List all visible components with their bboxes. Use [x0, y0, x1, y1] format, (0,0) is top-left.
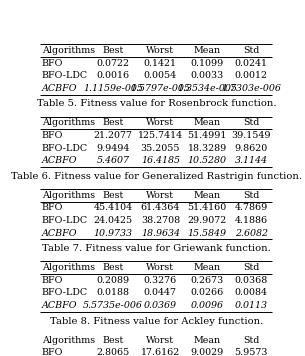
Text: 0.0369: 0.0369 — [144, 301, 177, 310]
Text: 0.0722: 0.0722 — [96, 58, 129, 68]
Text: Best: Best — [102, 118, 124, 127]
Text: Best: Best — [102, 336, 124, 345]
Text: Mean: Mean — [194, 118, 221, 127]
Text: 29.9072: 29.9072 — [188, 216, 227, 225]
Text: Table 7. Fitness value for Griewank function.: Table 7. Fitness value for Griewank func… — [42, 244, 271, 253]
Text: 1.7303e-006: 1.7303e-006 — [221, 84, 281, 93]
Text: Worst: Worst — [146, 46, 174, 55]
Text: 0.0012: 0.0012 — [235, 71, 268, 80]
Text: ACBFO: ACBFO — [42, 301, 77, 310]
Text: 0.0033: 0.0033 — [191, 71, 224, 80]
Text: BFO: BFO — [42, 276, 63, 285]
Text: ACBFO: ACBFO — [42, 229, 77, 237]
Text: BFO-LDC: BFO-LDC — [42, 288, 88, 297]
Text: 17.6162: 17.6162 — [141, 348, 180, 356]
Text: 4.1886: 4.1886 — [235, 216, 268, 225]
Text: 10.5280: 10.5280 — [188, 156, 227, 165]
Text: BFO: BFO — [42, 131, 63, 140]
Text: 0.0054: 0.0054 — [144, 71, 177, 80]
Text: 0.0447: 0.0447 — [144, 288, 177, 297]
Text: Worst: Worst — [146, 118, 174, 127]
Text: Algorithms: Algorithms — [42, 336, 95, 345]
Text: 2.6082: 2.6082 — [235, 229, 268, 237]
Text: 51.4991: 51.4991 — [188, 131, 227, 140]
Text: 5.4607: 5.4607 — [96, 156, 129, 165]
Text: ACBFO: ACBFO — [42, 84, 77, 93]
Text: 18.3289: 18.3289 — [188, 143, 227, 152]
Text: Algorithms: Algorithms — [42, 118, 95, 127]
Text: 3.1144: 3.1144 — [235, 156, 268, 165]
Text: Mean: Mean — [194, 263, 221, 272]
Text: 0.0266: 0.0266 — [191, 288, 224, 297]
Text: 5.5735e-006: 5.5735e-006 — [83, 301, 143, 310]
Text: 5.9573: 5.9573 — [235, 348, 268, 356]
Text: 1.3534e-005: 1.3534e-005 — [177, 84, 237, 93]
Text: 0.0113: 0.0113 — [235, 301, 268, 310]
Text: 0.2673: 0.2673 — [191, 276, 224, 285]
Text: 0.2089: 0.2089 — [96, 276, 129, 285]
Text: 9.8620: 9.8620 — [235, 143, 268, 152]
Text: 39.1549: 39.1549 — [231, 131, 271, 140]
Text: 21.2077: 21.2077 — [93, 131, 132, 140]
Text: 2.8065: 2.8065 — [96, 348, 130, 356]
Text: Mean: Mean — [194, 46, 221, 55]
Text: Std: Std — [243, 191, 260, 200]
Text: Algorithms: Algorithms — [42, 46, 95, 55]
Text: 0.0368: 0.0368 — [235, 276, 268, 285]
Text: 0.0188: 0.0188 — [96, 288, 129, 297]
Text: 16.4185: 16.4185 — [141, 156, 180, 165]
Text: Best: Best — [102, 263, 124, 272]
Text: 51.4160: 51.4160 — [188, 203, 227, 212]
Text: Worst: Worst — [146, 336, 174, 345]
Text: 0.0096: 0.0096 — [191, 301, 224, 310]
Text: 10.9733: 10.9733 — [93, 229, 132, 237]
Text: BFO-LDC: BFO-LDC — [42, 143, 88, 152]
Text: 0.1421: 0.1421 — [144, 58, 177, 68]
Text: 18.9634: 18.9634 — [141, 229, 180, 237]
Text: BFO: BFO — [42, 58, 63, 68]
Text: 9.9494: 9.9494 — [96, 143, 130, 152]
Text: Best: Best — [102, 46, 124, 55]
Text: 35.2055: 35.2055 — [141, 143, 180, 152]
Text: 125.7414: 125.7414 — [138, 131, 183, 140]
Text: 9.0029: 9.0029 — [191, 348, 224, 356]
Text: Table 8. Fitness value for Ackley function.: Table 8. Fitness value for Ackley functi… — [50, 317, 263, 326]
Text: 0.0016: 0.0016 — [96, 71, 129, 80]
Text: 45.4104: 45.4104 — [93, 203, 132, 212]
Text: BFO: BFO — [42, 203, 63, 212]
Text: ACBFO: ACBFO — [42, 156, 77, 165]
Text: Algorithms: Algorithms — [42, 191, 95, 200]
Text: 0.0241: 0.0241 — [235, 58, 268, 68]
Text: BFO-LDC: BFO-LDC — [42, 216, 88, 225]
Text: Best: Best — [102, 191, 124, 200]
Text: BFO-LDC: BFO-LDC — [42, 71, 88, 80]
Text: BFO: BFO — [42, 348, 63, 356]
Text: Worst: Worst — [146, 263, 174, 272]
Text: 4.7869: 4.7869 — [235, 203, 268, 212]
Text: Table 6. Fitness value for Generalized Rastrigin function.: Table 6. Fitness value for Generalized R… — [11, 172, 302, 181]
Text: 0.3276: 0.3276 — [144, 276, 177, 285]
Text: Table 5. Fitness value for Rosenbrock function.: Table 5. Fitness value for Rosenbrock fu… — [37, 99, 276, 109]
Text: Mean: Mean — [194, 336, 221, 345]
Text: Std: Std — [243, 336, 260, 345]
Text: 38.2708: 38.2708 — [141, 216, 180, 225]
Text: Worst: Worst — [146, 191, 174, 200]
Text: 1.5797e-005: 1.5797e-005 — [131, 84, 190, 93]
Text: 24.0425: 24.0425 — [93, 216, 132, 225]
Text: 0.1099: 0.1099 — [191, 58, 224, 68]
Text: 0.0084: 0.0084 — [235, 288, 268, 297]
Text: Algorithms: Algorithms — [42, 263, 95, 272]
Text: 15.5849: 15.5849 — [188, 229, 227, 237]
Text: 61.4364: 61.4364 — [141, 203, 180, 212]
Text: 1.1159e-005: 1.1159e-005 — [83, 84, 143, 93]
Text: Std: Std — [243, 118, 260, 127]
Text: Std: Std — [243, 46, 260, 55]
Text: Std: Std — [243, 263, 260, 272]
Text: Mean: Mean — [194, 191, 221, 200]
